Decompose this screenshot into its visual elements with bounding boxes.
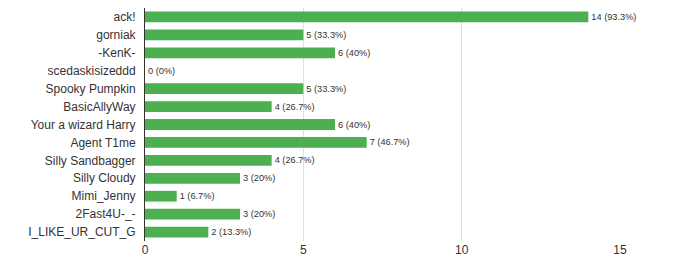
svg-text:6 (40%): 6 (40%) [338, 48, 370, 58]
svg-text:15: 15 [613, 243, 627, 257]
svg-text:3 (20%): 3 (20%) [243, 209, 275, 219]
svg-text:2Fast4U-_-: 2Fast4U-_- [76, 207, 136, 221]
svg-text:Silly Sandbagger: Silly Sandbagger [45, 154, 136, 168]
svg-text:Your a wizard Harry: Your a wizard Harry [31, 118, 136, 132]
svg-text:ack!: ack! [114, 10, 136, 24]
svg-text:4 (26.7%): 4 (26.7%) [275, 102, 315, 112]
svg-text:I_LIKE_UR_CUT_G: I_LIKE_UR_CUT_G [28, 225, 135, 239]
svg-text:-KenK-: -KenK- [98, 46, 135, 60]
svg-text:scedaskisizeddd: scedaskisizeddd [48, 64, 136, 78]
svg-text:gorniak: gorniak [96, 28, 136, 42]
svg-text:5: 5 [300, 243, 307, 257]
svg-text:Silly Cloudy: Silly Cloudy [73, 171, 136, 185]
svg-text:0 (0%): 0 (0%) [148, 66, 175, 76]
svg-text:4 (26.7%): 4 (26.7%) [275, 155, 315, 165]
svg-text:7 (46.7%): 7 (46.7%) [370, 137, 410, 147]
svg-text:BasicAllyWay: BasicAllyWay [63, 100, 135, 114]
svg-text:10: 10 [455, 243, 469, 257]
svg-text:Mimi_Jenny: Mimi_Jenny [72, 189, 136, 203]
svg-text:Agent T1me: Agent T1me [70, 136, 135, 150]
svg-text:3 (20%): 3 (20%) [243, 173, 275, 183]
svg-text:5 (33.3%): 5 (33.3%) [306, 30, 346, 40]
svg-text:Spooky Pumpkin: Spooky Pumpkin [46, 82, 136, 96]
svg-text:6 (40%): 6 (40%) [338, 120, 370, 130]
svg-text:14 (93.3%): 14 (93.3%) [591, 12, 636, 22]
svg-text:0: 0 [142, 243, 149, 257]
svg-text:2 (13.3%): 2 (13.3%) [211, 227, 251, 237]
svg-text:1 (6.7%): 1 (6.7%) [180, 191, 215, 201]
svg-text:5 (33.3%): 5 (33.3%) [306, 84, 346, 94]
